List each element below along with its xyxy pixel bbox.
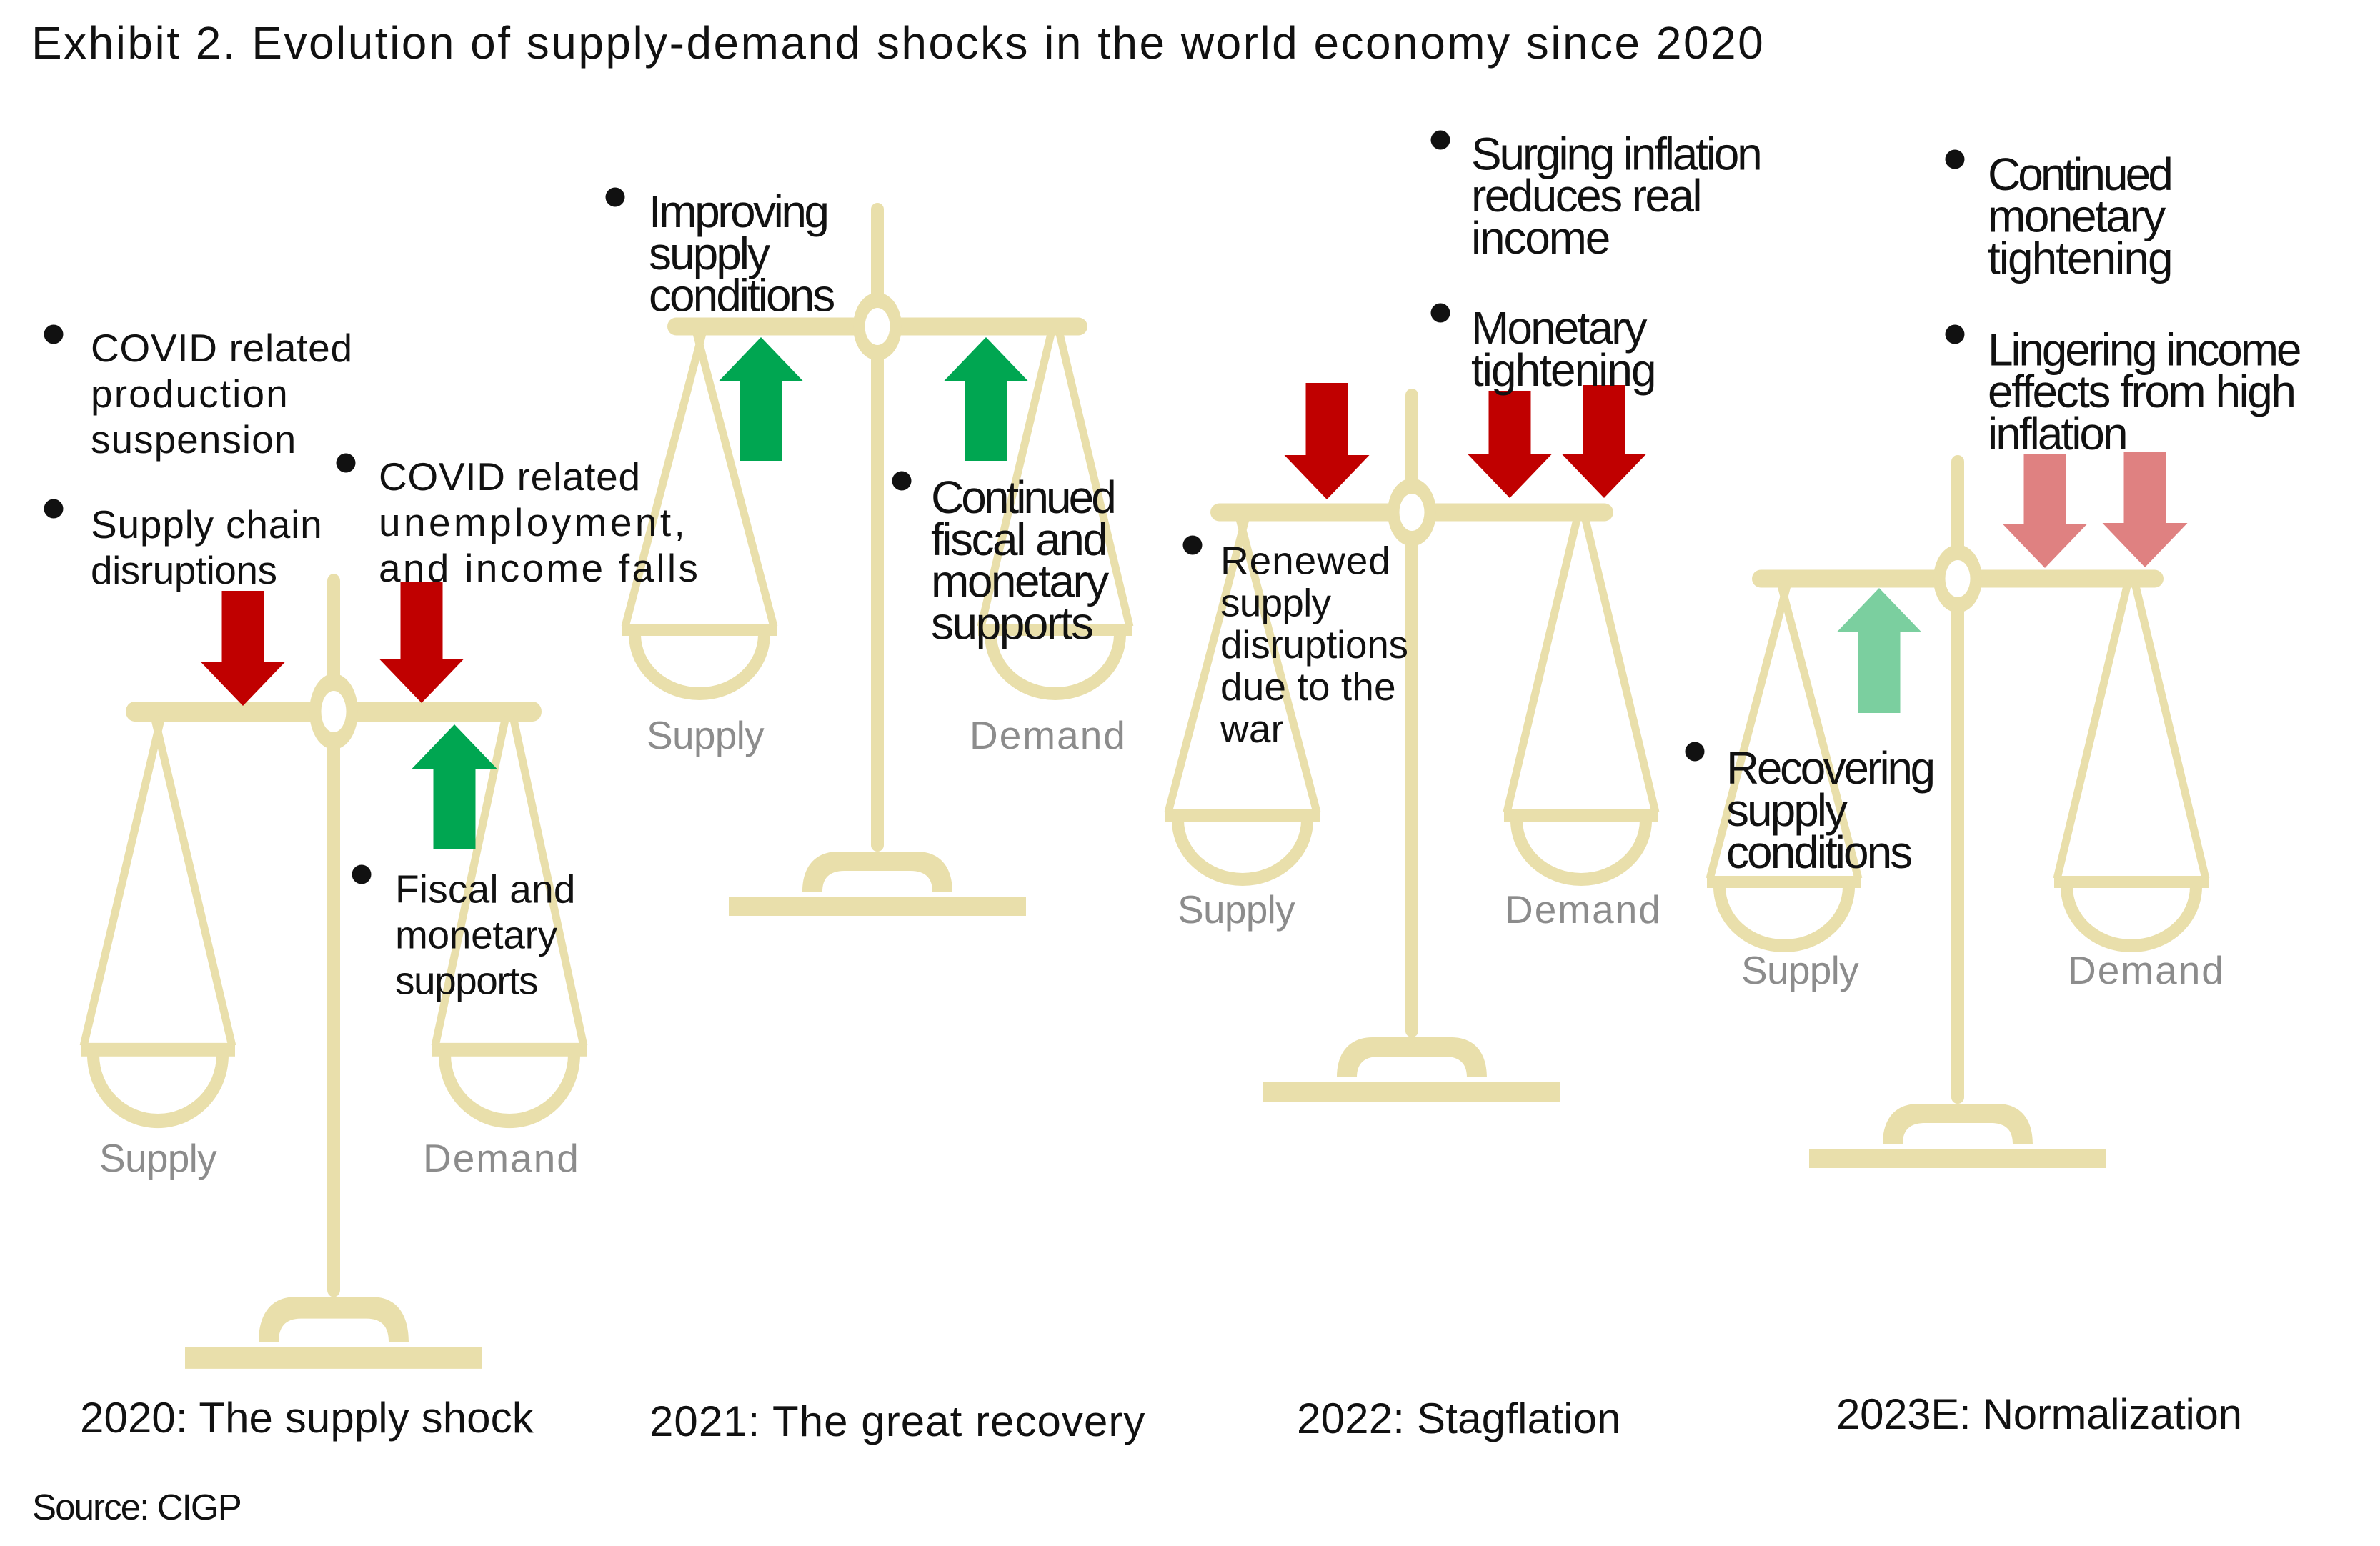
svg-text:supply: supply	[1726, 784, 1848, 836]
svg-text:Demand: Demand	[2068, 948, 2225, 992]
svg-text:Supply: Supply	[647, 713, 765, 757]
svg-text:Demand: Demand	[423, 1136, 580, 1180]
svg-text:2021: The great recovery: 2021: The great recovery	[649, 1397, 1146, 1445]
svg-text:Fiscal and: Fiscal and	[395, 867, 576, 912]
svg-text:inflation: inflation	[1988, 408, 2126, 459]
svg-text:disruptions: disruptions	[91, 548, 277, 592]
svg-text:tightening: tightening	[1471, 344, 1655, 396]
svg-text:Supply chain: Supply chain	[91, 502, 323, 547]
svg-text:2023E: Normalization: 2023E: Normalization	[1836, 1390, 2242, 1438]
svg-text:reduces real: reduces real	[1471, 170, 1701, 221]
svg-text:suspension: suspension	[91, 417, 297, 462]
svg-text:income: income	[1471, 212, 1609, 264]
svg-text:Surging inflation: Surging inflation	[1471, 128, 1761, 179]
svg-text:Demand: Demand	[970, 713, 1127, 757]
svg-text:conditions: conditions	[649, 270, 834, 321]
svg-text:Source: CIGP: Source: CIGP	[32, 1487, 241, 1527]
svg-text:Supply: Supply	[1177, 887, 1295, 932]
svg-text:Monetary: Monetary	[1471, 302, 1647, 354]
svg-text:and income falls: and income falls	[379, 546, 700, 590]
svg-text:production: production	[91, 371, 289, 416]
svg-text:supports: supports	[931, 597, 1092, 649]
svg-text:monetary: monetary	[1988, 191, 2166, 242]
svg-text:disruptions: disruptions	[1220, 622, 1408, 667]
svg-text:COVID related: COVID related	[379, 454, 641, 499]
svg-text:supports: supports	[395, 959, 537, 1003]
svg-text:Lingering income: Lingering income	[1988, 324, 2300, 375]
svg-text:effects from high: effects from high	[1988, 366, 2294, 417]
svg-text:unemployment,: unemployment,	[379, 500, 688, 544]
svg-text:supply: supply	[1220, 580, 1331, 624]
svg-text:war: war	[1220, 707, 1284, 751]
svg-text:tightening: tightening	[1988, 232, 2172, 284]
svg-text:Continued: Continued	[931, 472, 1114, 523]
svg-text:Continued: Continued	[1988, 149, 2171, 200]
svg-text:Exhibit 2. Evolution of supply: Exhibit 2. Evolution of supply-demand sh…	[31, 17, 1765, 69]
svg-text:2020: The supply shock: 2020: The supply shock	[80, 1394, 534, 1442]
svg-text:Improving: Improving	[649, 186, 827, 237]
svg-text:conditions: conditions	[1726, 827, 1911, 878]
svg-text:COVID related: COVID related	[91, 326, 353, 370]
svg-text:due to the: due to the	[1220, 664, 1396, 709]
svg-text:Demand: Demand	[1505, 887, 1662, 932]
svg-text:monetary: monetary	[931, 556, 1109, 607]
svg-text:fiscal and: fiscal and	[931, 514, 1106, 565]
svg-text:supply: supply	[649, 228, 770, 279]
svg-text:Supply: Supply	[99, 1136, 217, 1180]
svg-text:Supply: Supply	[1741, 948, 1859, 992]
svg-text:2022: Stagflation: 2022: Stagflation	[1297, 1395, 1621, 1442]
svg-text:monetary: monetary	[395, 913, 558, 957]
svg-text:Recovering: Recovering	[1726, 742, 1933, 794]
svg-text:Renewed: Renewed	[1220, 538, 1391, 582]
